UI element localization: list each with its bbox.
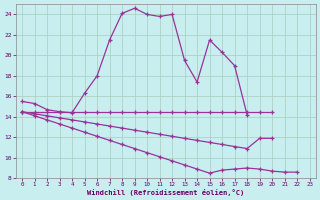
X-axis label: Windchill (Refroidissement éolien,°C): Windchill (Refroidissement éolien,°C) [87,189,244,196]
